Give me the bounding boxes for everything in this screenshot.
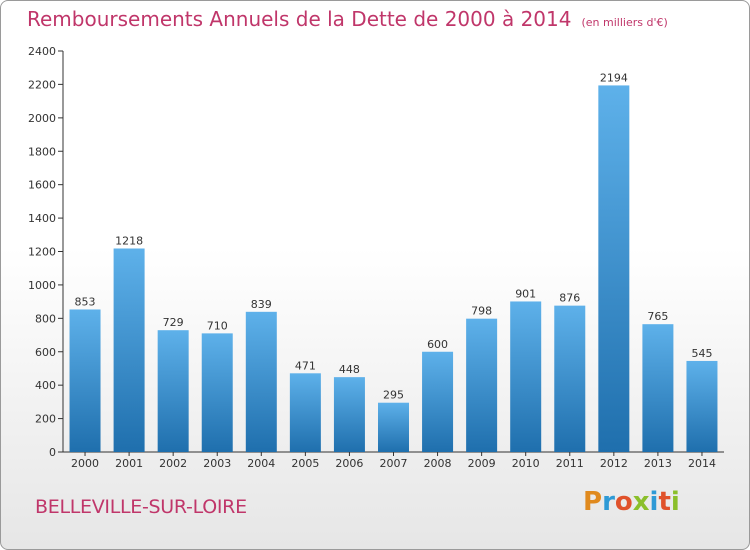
y-tick-label: 2000	[28, 112, 56, 125]
bar-2007	[378, 402, 409, 452]
bar-2003	[201, 333, 233, 452]
x-tick-label: 2004	[247, 457, 275, 470]
value-label: 839	[251, 298, 272, 311]
value-label: 798	[471, 305, 492, 318]
bar-2009	[466, 318, 498, 452]
x-tick-label: 2012	[600, 457, 628, 470]
x-tick-label: 2007	[380, 457, 408, 470]
bar-2010	[510, 301, 542, 452]
y-tick-label: 400	[35, 379, 56, 392]
x-tick-label: 2001	[115, 457, 143, 470]
y-tick-label: 1800	[28, 145, 56, 158]
logo-letter: x	[632, 487, 650, 517]
value-label: 1218	[115, 234, 143, 247]
y-tick-label: 1600	[28, 179, 56, 192]
bar-2014	[686, 360, 718, 452]
bar-2002	[157, 330, 189, 452]
y-tick-label: 1000	[28, 279, 56, 292]
value-label: 853	[75, 295, 96, 308]
y-tick-label: 1200	[28, 246, 56, 259]
x-tick-label: 2002	[159, 457, 187, 470]
value-label: 901	[515, 287, 536, 300]
bar-2006	[333, 377, 365, 452]
y-tick-label: 2200	[28, 78, 56, 91]
y-tick-label: 1400	[28, 212, 56, 225]
bar-2005	[289, 373, 321, 452]
value-label: 295	[383, 389, 404, 402]
unit-text: (en milliers d'€)	[581, 16, 668, 29]
title-text: Remboursements Annuels de la Dette de 20…	[27, 7, 572, 31]
logo-letter: o	[614, 487, 633, 517]
value-label: 545	[691, 347, 712, 360]
logo-letter: t	[658, 487, 671, 517]
y-tick-label: 0	[49, 446, 56, 459]
logo-letter: P	[583, 487, 603, 517]
value-label: 876	[559, 292, 580, 305]
x-tick-label: 2009	[468, 457, 496, 470]
x-tick-label: 2011	[556, 457, 584, 470]
x-tick-label: 2006	[335, 457, 363, 470]
x-tick-label: 2005	[291, 457, 319, 470]
value-label: 448	[339, 363, 360, 376]
chart-title: Remboursements Annuels de la Dette de 20…	[27, 7, 668, 31]
y-tick-label: 800	[35, 312, 56, 325]
logo-letter: r	[602, 487, 615, 517]
x-tick-label: 2000	[71, 457, 99, 470]
bar-2004	[245, 311, 277, 452]
bar-2012	[598, 85, 630, 453]
value-label: 471	[295, 359, 316, 372]
bar-2011	[554, 305, 586, 452]
bar-2008	[422, 351, 454, 452]
value-label: 710	[207, 319, 228, 332]
x-tick-label: 2003	[203, 457, 231, 470]
x-tick-label: 2014	[688, 457, 716, 470]
y-tick-label: 600	[35, 346, 56, 359]
bar-2000	[69, 309, 101, 452]
value-label: 765	[647, 310, 668, 323]
value-label: 600	[427, 338, 448, 351]
value-label: 2194	[600, 71, 628, 84]
x-tick-label: 2013	[644, 457, 672, 470]
logo-letter: i	[649, 487, 659, 517]
x-tick-label: 2008	[424, 457, 452, 470]
logo-letter: i	[670, 487, 680, 517]
y-tick-label: 2400	[28, 45, 56, 58]
proxiti-logo: Proxiti	[583, 487, 680, 517]
bar-2001	[113, 248, 145, 452]
x-tick-label: 2010	[512, 457, 540, 470]
bar-2013	[642, 324, 674, 452]
commune-name: BELLEVILLE-SUR-LOIRE	[35, 496, 247, 518]
value-label: 729	[163, 316, 184, 329]
y-tick-label: 200	[35, 413, 56, 426]
